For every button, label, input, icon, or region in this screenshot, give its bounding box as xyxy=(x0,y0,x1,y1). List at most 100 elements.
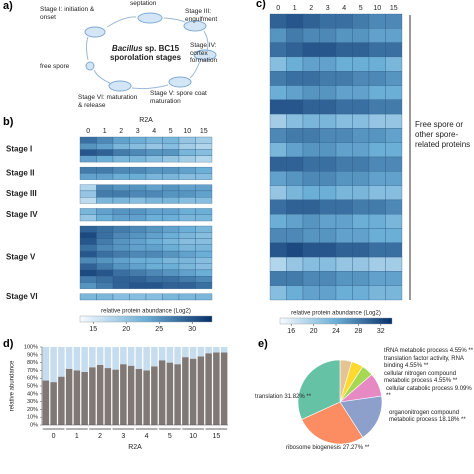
column-label: 0 xyxy=(86,128,90,135)
bar-segment xyxy=(104,368,112,425)
stage-text: free spore xyxy=(40,63,70,70)
bar-segment xyxy=(73,370,81,425)
heatmap-cell xyxy=(162,155,180,163)
column-label: 4 xyxy=(152,128,156,135)
heatmap-cell xyxy=(162,143,180,150)
heatmap-cell xyxy=(286,13,304,29)
heatmap-cell xyxy=(302,256,320,272)
heatmap-cell xyxy=(302,242,320,258)
heatmap-cell xyxy=(335,256,353,272)
heatmap-cell xyxy=(352,185,370,201)
heatmap-cell xyxy=(269,185,287,201)
heatmap-cell xyxy=(286,228,304,243)
heatmap-cell xyxy=(178,257,196,264)
bar-segment xyxy=(174,364,181,425)
heatmap-cell xyxy=(319,285,337,301)
bar-segment xyxy=(127,347,135,366)
heatmap-cell xyxy=(145,143,163,150)
heatmap-cell xyxy=(96,225,114,233)
heatmap-cell xyxy=(319,171,337,186)
heatmap-cell xyxy=(319,271,337,286)
heatmap-cell xyxy=(129,184,147,192)
heatmap-cell xyxy=(112,282,130,289)
heatmap-cell xyxy=(112,184,130,192)
heatmap-cell xyxy=(79,238,97,245)
heatmap-cell xyxy=(178,282,196,289)
heatmap-cell xyxy=(79,250,97,258)
panel-label: a) xyxy=(3,0,13,12)
heatmap-cell xyxy=(195,244,213,252)
heatmap-cell xyxy=(195,282,213,289)
heatmap-cell xyxy=(335,271,353,286)
heatmap-cell xyxy=(195,173,213,180)
x-tick-label: 15 xyxy=(212,433,220,440)
column-label: 1 xyxy=(103,128,107,135)
heatmap-cell xyxy=(286,113,304,129)
heatmap-cell xyxy=(129,269,147,277)
heatmap-cell xyxy=(195,263,213,271)
heatmap-cell xyxy=(129,282,147,289)
bar-segment xyxy=(73,347,81,371)
heatmap-cell xyxy=(162,136,180,144)
heatmap-cell xyxy=(79,190,97,198)
heatmap-cell xyxy=(129,143,147,150)
heatmap-cell xyxy=(145,190,163,198)
heatmap-cell xyxy=(368,156,386,172)
heatmap-cell xyxy=(79,257,97,264)
colorbar-tick-label: 25 xyxy=(155,326,163,333)
heatmap-cell xyxy=(319,113,337,129)
x-tick-label: 4 xyxy=(145,433,149,440)
panel-label: d) xyxy=(3,338,14,350)
heatmap-cell xyxy=(178,166,196,174)
heatmap-cell xyxy=(145,282,163,289)
colorbar-tick-label: 20 xyxy=(122,326,130,333)
heatmap-cell xyxy=(178,293,196,301)
heatmap-cell xyxy=(319,185,337,201)
heatmap-cell xyxy=(352,171,370,186)
heatmap-cell xyxy=(178,244,196,252)
heatmap-cell xyxy=(269,228,287,243)
heatmap-cell xyxy=(368,271,386,286)
bar-segment xyxy=(42,380,50,425)
heatmap-cell xyxy=(385,28,403,43)
heatmap-cell xyxy=(162,232,180,239)
bar-segment xyxy=(182,347,189,358)
heatmap-cell xyxy=(335,285,353,301)
heatmap-cell xyxy=(385,156,403,172)
heatmap-cell xyxy=(302,71,320,86)
bar-segment xyxy=(50,382,57,425)
heatmap-cell xyxy=(385,228,403,243)
colorbar-tick-label: 20 xyxy=(310,328,318,335)
heatmap-cell xyxy=(129,136,147,144)
heatmap-cell xyxy=(335,185,353,201)
heatmap-cell xyxy=(178,232,196,239)
heatmap-cell xyxy=(286,71,304,86)
heatmap-cell xyxy=(112,276,130,283)
heatmap-cell xyxy=(352,242,370,258)
heatmap-cell xyxy=(269,271,287,286)
heatmap-cell xyxy=(385,199,403,215)
heatmap-cell xyxy=(195,293,213,301)
heatmap-cell xyxy=(302,28,320,43)
x-tick-label: 3 xyxy=(121,433,125,440)
y-tick-label: 0% xyxy=(30,422,38,428)
heatmap-cell xyxy=(96,184,114,192)
heatmap-cell xyxy=(286,185,304,201)
heatmap-cell xyxy=(195,238,213,245)
diagram-title: Bacillus sp. BC15 sporolation stages xyxy=(108,44,183,62)
heatmap-cell xyxy=(269,113,287,129)
heatmap-cell xyxy=(385,142,403,158)
heatmap-cell xyxy=(162,269,180,277)
heatmap-cell xyxy=(145,173,163,180)
heatmap-cell xyxy=(319,156,337,172)
heatmap-cell xyxy=(335,28,353,43)
heatmap-cell xyxy=(195,257,213,264)
heatmap-cell xyxy=(178,250,196,258)
heatmap-cell xyxy=(79,225,97,233)
heatmap-cell xyxy=(302,285,320,301)
heatmap-cell xyxy=(129,257,147,264)
heatmap-cell xyxy=(335,56,353,72)
slice-label: cellular catabolic process 9.09% ** xyxy=(386,386,472,399)
bar-segment xyxy=(96,347,104,365)
heatmap-cell xyxy=(162,190,180,198)
